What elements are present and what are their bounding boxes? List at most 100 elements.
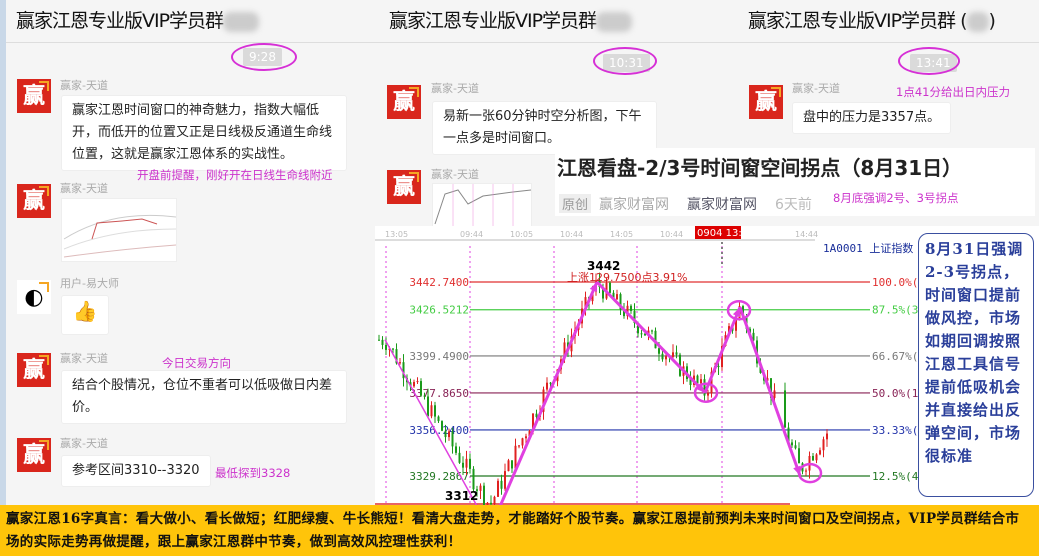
candle-body bbox=[444, 430, 447, 438]
annotation: 开盘前提醒，刚好开在日线生命线附近 bbox=[137, 168, 333, 182]
candle-body bbox=[791, 442, 793, 446]
candle-body bbox=[651, 330, 653, 332]
candle-body bbox=[416, 381, 419, 383]
chat-title: 赢家江恩专业版VIP学员群 bbox=[389, 6, 633, 33]
candle-body bbox=[749, 328, 751, 333]
fib-price-label: 3356.2400 bbox=[409, 424, 469, 437]
candle-body bbox=[511, 460, 513, 469]
source: 赢家财富网 bbox=[599, 197, 669, 213]
divider bbox=[375, 42, 740, 43]
candle-body bbox=[707, 393, 709, 396]
candle-body bbox=[612, 292, 615, 300]
candle-body bbox=[798, 448, 800, 464]
candle-body bbox=[486, 502, 489, 507]
candle-body bbox=[815, 454, 818, 461]
candle-body bbox=[420, 381, 422, 396]
trend-arrow bbox=[595, 280, 707, 394]
user-avatar[interactable]: ◐ bbox=[17, 280, 51, 314]
username: 赢家-天道 bbox=[431, 168, 479, 181]
candle-body bbox=[437, 416, 440, 422]
candle-body bbox=[640, 333, 643, 335]
candle-body bbox=[689, 379, 692, 386]
annotation: 最低探到3328 bbox=[215, 466, 291, 480]
message-bubble: 易新一张60分钟时空分析图，下午一点多是时间窗口。 bbox=[432, 101, 657, 155]
chat-title: 赢家江恩专业版VIP学员群 bbox=[16, 6, 260, 33]
candle-body bbox=[528, 430, 531, 437]
annotation: 1点41分给出日内压力 bbox=[896, 85, 1010, 99]
thumbnail-chart bbox=[434, 184, 532, 228]
candle-body bbox=[483, 485, 485, 507]
cursor-marker bbox=[695, 226, 741, 239]
candle-body bbox=[500, 480, 503, 489]
candle-body bbox=[752, 332, 755, 341]
low-label: 3312 bbox=[445, 489, 478, 503]
candle-body bbox=[514, 445, 517, 469]
candle-body bbox=[700, 379, 702, 384]
candle-body bbox=[721, 345, 723, 368]
candle-body bbox=[633, 310, 636, 323]
candle-body bbox=[395, 349, 398, 364]
candle-body bbox=[392, 348, 394, 350]
blurred-id bbox=[223, 11, 260, 32]
candle-body bbox=[672, 352, 674, 357]
username: 赢家-天道 bbox=[60, 79, 108, 92]
blurred-id bbox=[966, 11, 989, 32]
candle-body bbox=[378, 339, 380, 341]
username: 用户-易大师 bbox=[60, 277, 119, 290]
rise-label: 上涨129.7500点3.91% bbox=[567, 271, 687, 284]
highlight-circle bbox=[898, 47, 960, 75]
candle-body bbox=[658, 348, 660, 354]
candle-body bbox=[413, 381, 415, 387]
time-tick: 14:05 bbox=[610, 230, 633, 239]
avatar[interactable]: 赢 bbox=[17, 438, 51, 472]
candle-body bbox=[619, 294, 622, 310]
author-link[interactable]: 赢家财富网 bbox=[687, 197, 757, 213]
candle-body bbox=[504, 471, 506, 489]
avatar[interactable]: 赢 bbox=[17, 353, 51, 387]
candle-body bbox=[497, 480, 499, 497]
time-tick: 10:44 bbox=[560, 230, 583, 239]
avatar[interactable]: 赢 bbox=[17, 184, 51, 218]
time-tick: 10:44 bbox=[660, 230, 683, 239]
candle-body bbox=[427, 396, 429, 417]
chart-thumbnail[interactable] bbox=[432, 183, 532, 228]
candle-body bbox=[546, 382, 548, 390]
candle-body bbox=[661, 353, 664, 360]
candle-body bbox=[665, 356, 667, 360]
fib-price-label: 3442.7400 bbox=[409, 276, 469, 289]
candle-body bbox=[476, 489, 478, 491]
candle-body bbox=[735, 320, 737, 331]
avatar[interactable]: 赢 bbox=[17, 79, 51, 113]
arrow-head bbox=[589, 282, 597, 292]
candle-body bbox=[773, 390, 776, 398]
annotation: 8月底强调2号、3号拐点 bbox=[833, 191, 959, 205]
candle-body bbox=[430, 405, 433, 417]
arrow-head bbox=[732, 307, 741, 318]
candle-body bbox=[794, 445, 797, 449]
candle-body bbox=[742, 306, 744, 317]
candle-body bbox=[787, 427, 790, 443]
username: 赢家-天道 bbox=[60, 352, 108, 365]
message-bubble: 盘中的压力是3357点。 bbox=[792, 102, 952, 134]
annotation: 今日交易方向 bbox=[162, 356, 231, 370]
candle-body bbox=[696, 375, 699, 384]
fib-price-label: 3399.4900 bbox=[409, 350, 469, 363]
chart-title: 1A0001 上证指数 bbox=[823, 241, 913, 255]
candle-body bbox=[626, 305, 629, 317]
article-header[interactable]: 江恩看盘-2/3号时间窗空间拐点（8月31日） 原创 赢家财富网 赢家财富网 6… bbox=[555, 148, 1035, 216]
candle-body bbox=[399, 362, 401, 364]
avatar[interactable]: 赢 bbox=[387, 170, 421, 204]
candle-body bbox=[542, 389, 545, 412]
avatar[interactable]: 赢 bbox=[387, 85, 421, 119]
candle-body bbox=[402, 362, 405, 379]
trend-arrow bbox=[738, 306, 802, 477]
candle-body bbox=[784, 390, 786, 428]
candle-body bbox=[469, 458, 471, 469]
arrow-head bbox=[695, 383, 705, 393]
candle-body bbox=[465, 458, 468, 468]
article-title[interactable]: 江恩看盘-2/3号时间窗空间拐点（8月31日） bbox=[557, 156, 963, 180]
candle-body bbox=[826, 433, 828, 440]
avatar[interactable]: 赢 bbox=[749, 85, 783, 119]
chart-thumbnail[interactable] bbox=[61, 198, 177, 262]
message-bubble: 结合个股情况，仓位不重者可以低吸做日内差价。 bbox=[61, 370, 347, 424]
